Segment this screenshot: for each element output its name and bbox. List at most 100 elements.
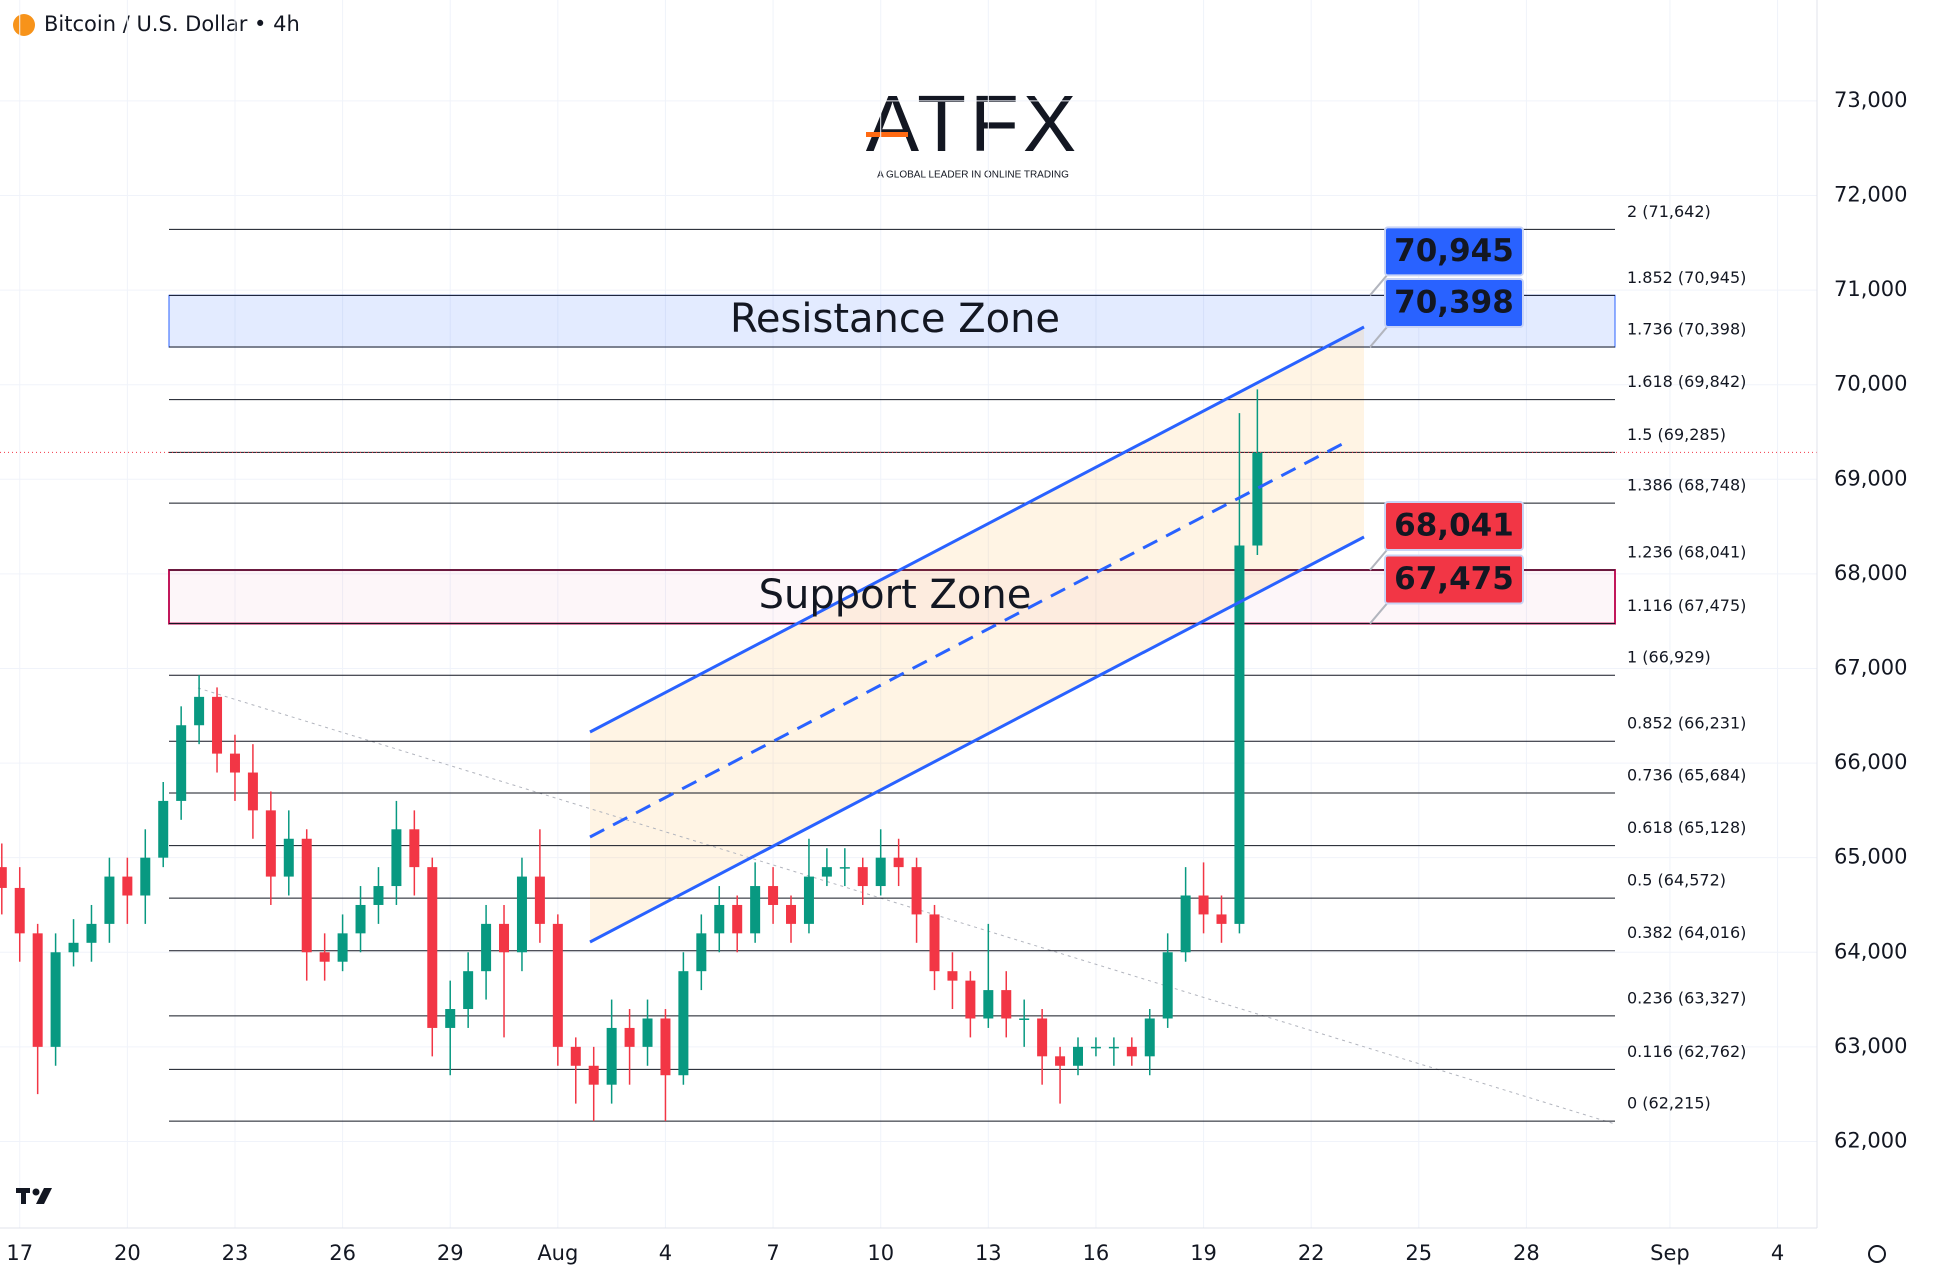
candle-body xyxy=(875,857,886,887)
candle-body xyxy=(176,725,187,801)
candle-body xyxy=(1216,914,1227,924)
fib-label: 1 (66,929) xyxy=(1627,648,1711,667)
x-tick-label: 16 xyxy=(1083,1241,1110,1265)
candle-body xyxy=(301,838,312,953)
fib-label: 1.5 (69,285) xyxy=(1627,425,1726,444)
y-tick-label: 63,000 xyxy=(1834,1034,1907,1058)
candle-body xyxy=(857,867,868,887)
candle-body xyxy=(68,942,79,953)
x-tick-label: Aug xyxy=(537,1241,578,1265)
candle-body xyxy=(247,772,258,811)
plot xyxy=(0,0,1817,1228)
fib-label: 1.386 (68,748) xyxy=(1627,476,1746,495)
y-tick-label: 67,000 xyxy=(1834,655,1907,679)
price-callout xyxy=(1384,278,1524,329)
candle-body xyxy=(606,1027,617,1085)
price-callout xyxy=(1384,226,1524,277)
candle-body xyxy=(1001,990,1012,1019)
tv-logo-part xyxy=(36,1188,52,1204)
x-tick-label: 25 xyxy=(1405,1241,1432,1265)
candle-body xyxy=(50,952,61,1047)
channel-lower xyxy=(589,535,1365,944)
zone-label: Support Zone xyxy=(759,572,1032,618)
x-tick-label: 28 xyxy=(1513,1241,1540,1265)
price-callout xyxy=(1384,554,1524,605)
candle-body xyxy=(337,933,348,962)
candle-body xyxy=(355,904,366,934)
fib-label: 0.852 (66,231) xyxy=(1627,714,1746,733)
candle-body xyxy=(14,887,25,934)
candle-body xyxy=(86,923,97,943)
candle-body xyxy=(140,857,151,896)
candle-body xyxy=(158,800,169,858)
candle-body xyxy=(463,971,474,1010)
candle-body xyxy=(391,829,402,887)
x-tick-label: 4 xyxy=(1771,1241,1784,1265)
tv-logo-part xyxy=(32,1188,40,1196)
candle-body xyxy=(965,980,976,1019)
candle-body xyxy=(696,933,707,972)
candle-body xyxy=(194,696,205,726)
candle-body xyxy=(1073,1046,1084,1066)
x-tick-label: 10 xyxy=(867,1241,894,1265)
fib-label: 1.736 (70,398) xyxy=(1627,320,1746,339)
channel-upper xyxy=(589,325,1365,734)
x-tick-label: 7 xyxy=(766,1241,779,1265)
x-tick-label: 26 xyxy=(329,1241,356,1265)
trend-line xyxy=(197,687,1616,1125)
candle-body xyxy=(283,838,294,877)
fib-label: 0.5 (64,572) xyxy=(1627,871,1726,890)
logo-name: ATFX xyxy=(866,79,1081,168)
y-tick-label: 69,000 xyxy=(1834,466,1907,490)
candle-body xyxy=(750,886,761,934)
fib-label: 0.736 (65,684) xyxy=(1627,765,1746,784)
candle-body xyxy=(229,753,240,773)
candle-body xyxy=(1180,895,1191,953)
candle-body xyxy=(409,829,420,868)
candle-body xyxy=(714,904,725,934)
candle-body xyxy=(660,1018,671,1076)
chart-title: Bitcoin / U.S. Dollar • 4h xyxy=(44,12,300,36)
candle-body xyxy=(32,933,43,1047)
logo-tagline: A GLOBAL LEADER IN ONLINE TRADING xyxy=(877,170,1069,181)
zone xyxy=(168,294,1616,348)
y-tick-label: 73,000 xyxy=(1834,88,1907,112)
candle-body xyxy=(1019,1018,1030,1020)
candle-body xyxy=(893,857,904,868)
fib-label: 0.618 (65,128) xyxy=(1627,818,1746,837)
tv-logo-part xyxy=(21,1188,26,1204)
zone xyxy=(168,569,1616,625)
candle-body xyxy=(821,867,832,877)
candle-body xyxy=(427,867,438,1028)
candle-body xyxy=(373,886,384,905)
fib-label: 1.852 (70,945) xyxy=(1627,268,1746,287)
y-tick-label: 70,000 xyxy=(1834,372,1907,396)
candle-body xyxy=(319,952,330,962)
candle-body xyxy=(1198,895,1209,915)
settings-button[interactable] xyxy=(1868,1245,1886,1263)
channel-fill xyxy=(590,327,1364,942)
candle-body xyxy=(1252,452,1263,546)
fib-label: 0.116 (62,762) xyxy=(1627,1042,1746,1061)
candle-body xyxy=(786,904,797,924)
x-tick-label: 17 xyxy=(6,1241,33,1265)
candle-body xyxy=(1144,1018,1155,1057)
candle-body xyxy=(570,1046,581,1066)
price-callout-label: 70,945 xyxy=(1394,233,1514,269)
candle-body xyxy=(122,876,133,896)
candle-body xyxy=(911,867,922,915)
candle-body xyxy=(552,923,563,1047)
y-tick-label: 71,000 xyxy=(1834,277,1907,301)
candle-body xyxy=(212,696,223,754)
x-tick-label: 29 xyxy=(437,1241,464,1265)
logo-accent xyxy=(866,132,908,137)
y-tick-label: 66,000 xyxy=(1834,750,1907,774)
candle-body xyxy=(1162,952,1173,1019)
candle-body xyxy=(642,1018,653,1047)
price-callout xyxy=(1384,501,1524,552)
y-tick-label: 68,000 xyxy=(1834,561,1907,585)
y-tick-label: 65,000 xyxy=(1834,845,1907,869)
candle-body xyxy=(499,923,510,953)
candle-body xyxy=(445,1009,456,1028)
